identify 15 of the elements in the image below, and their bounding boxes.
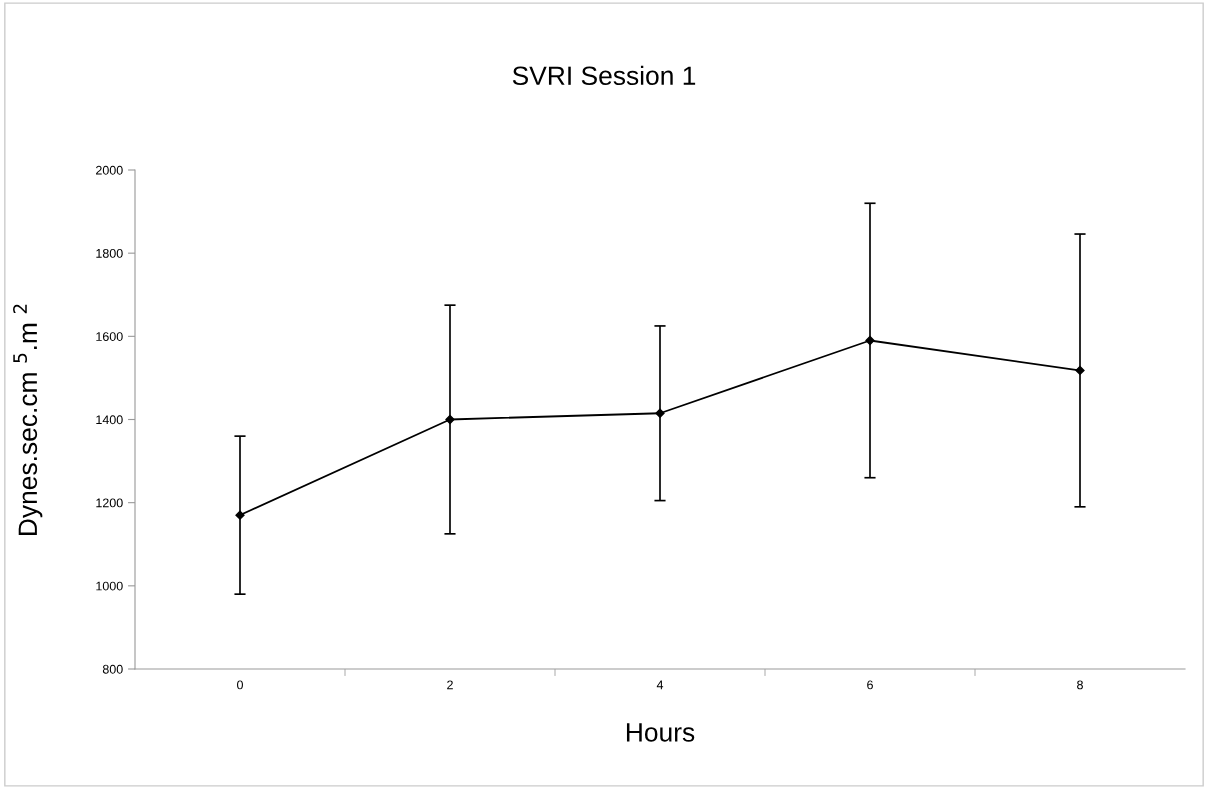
x-tick-label: 2 xyxy=(447,680,453,690)
x-tick-label: 6 xyxy=(867,680,873,690)
y-tick-label: 2000 xyxy=(96,165,123,175)
y-tick-label: 1600 xyxy=(96,332,123,341)
y-tick-label: 1200 xyxy=(96,498,123,508)
y-tick-label: 1000 xyxy=(96,581,123,591)
y-tick-label: 1400 xyxy=(96,415,123,425)
y-tick-label: 800 xyxy=(102,664,123,674)
y-tick-label: 1800 xyxy=(96,248,123,258)
x-axis-title: Hours xyxy=(626,723,695,742)
y-axis-title: Dynes.sec.cm $^{5}$.m $^{2}$ xyxy=(13,304,43,536)
x-tick-label: 0 xyxy=(237,680,243,690)
x-tick-label: 8 xyxy=(1077,680,1083,690)
x-tick-label: 4 xyxy=(656,680,664,690)
chart-title: SVRI Session 1 xyxy=(512,65,696,86)
